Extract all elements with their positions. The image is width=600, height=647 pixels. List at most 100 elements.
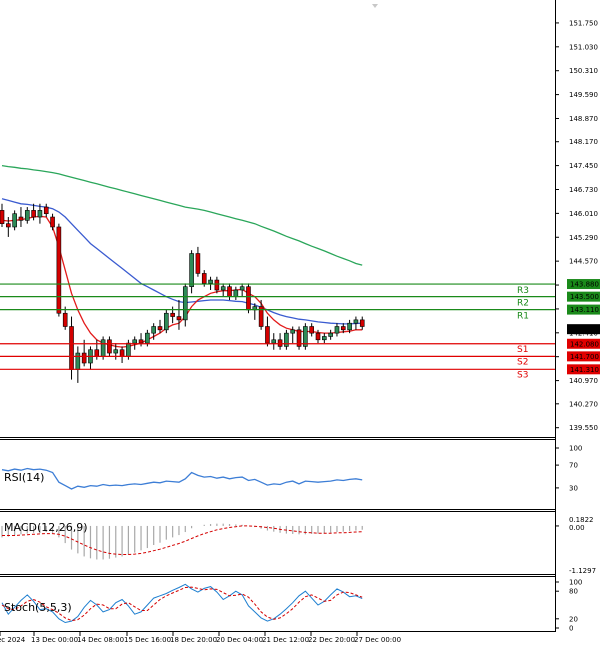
candle-body[interactable] (220, 286, 226, 291)
rsi-title: RSI(14) (4, 471, 44, 484)
candle-body[interactable] (12, 213, 17, 228)
candle-body[interactable] (113, 349, 119, 354)
price-panel[interactable]: 151.750 151.030 150.310 149.590 148.870 148.1… (0, 19, 600, 432)
candle-body[interactable] (138, 339, 144, 344)
price-tick-label: 145.290 (569, 234, 598, 242)
current-price-tag (567, 324, 600, 335)
price-tick-label: 146.730 (569, 186, 598, 194)
candle-body[interactable] (258, 306, 264, 327)
price-tick-label: 140.270 (569, 400, 598, 408)
candle-body[interactable] (322, 336, 327, 341)
level-label-s3: S3 (517, 370, 528, 380)
candle-body[interactable] (62, 312, 68, 327)
stoch-title: Stoch(5,5,3) (4, 601, 72, 614)
rsi-panel[interactable]: 100 70 30 RSI(14) (1, 445, 582, 493)
rsi-line (1, 467, 363, 490)
stoch-d-line (1, 586, 363, 622)
candle-body[interactable] (157, 326, 163, 331)
candle-body[interactable] (94, 349, 100, 357)
macd-signal-line (2, 525, 363, 555)
candle-body[interactable] (37, 210, 43, 218)
candle-body[interactable] (353, 319, 359, 324)
level-price-label: 143.110 (570, 306, 599, 314)
candle-body[interactable] (50, 216, 55, 228)
candle-body[interactable] (208, 279, 213, 284)
candle-body[interactable] (303, 326, 308, 347)
candle-body[interactable] (69, 326, 74, 370)
time-tick-label: 22 Dec 20:00 (308, 636, 355, 644)
level-price-tag (567, 279, 600, 290)
candle-body[interactable] (6, 223, 11, 228)
scroll-marker-icon[interactable] (372, 4, 378, 8)
candle-body[interactable] (290, 329, 296, 334)
candle-body[interactable] (201, 273, 207, 284)
candle-body[interactable] (164, 312, 169, 331)
candle-body[interactable] (126, 342, 131, 357)
level-label-r1: R1 (517, 312, 529, 322)
candle-body[interactable] (0, 210, 5, 224)
candle-body[interactable] (277, 339, 283, 347)
level-label-r2: R2 (517, 299, 529, 309)
level-price-tag (567, 338, 600, 349)
rsi-tick-label: 100 (569, 445, 582, 453)
time-tick-label: 21 Dec 12:00 (262, 636, 309, 644)
candle-body[interactable] (328, 332, 333, 337)
level-price-label: 141.700 (570, 353, 599, 361)
time-tick-label: 27 Dec 00:00 (354, 636, 401, 644)
stoch-tick-label: 80 (569, 588, 578, 596)
stoch-tick-label: 100 (569, 579, 582, 587)
price-tick-label: 140.970 (569, 377, 598, 385)
macd-title: MACD(12,26,9) (4, 521, 88, 534)
candle-body[interactable] (151, 326, 156, 334)
time-tick-label: 15 Dec 16:00 (124, 636, 171, 644)
level-price-tag (567, 364, 600, 375)
candle-body[interactable] (246, 286, 251, 311)
ema-fast-line (1, 215, 363, 348)
price-tick-label: 151.030 (569, 43, 598, 51)
rsi-tick-label: 70 (569, 462, 578, 470)
candle-body[interactable] (189, 253, 194, 287)
candle-body[interactable] (347, 322, 352, 331)
stoch-tick-label: 20 (569, 615, 578, 623)
level-price-label: 143.500 (570, 293, 599, 301)
candle-body[interactable] (170, 312, 175, 317)
candle-body[interactable] (24, 210, 30, 221)
candle-body[interactable] (119, 349, 125, 357)
candle-body[interactable] (359, 319, 365, 327)
price-tick-label: 147.450 (569, 162, 598, 170)
candle-body[interactable] (176, 316, 182, 321)
candle-body[interactable] (145, 332, 150, 344)
candle-body[interactable] (132, 339, 138, 344)
candle-body[interactable] (182, 286, 188, 321)
candle-body[interactable] (75, 352, 81, 370)
rsi-tick-label: 30 (569, 484, 578, 492)
candle-body[interactable] (296, 329, 302, 347)
candle-body[interactable] (271, 339, 277, 344)
ema-mid-line (1, 198, 363, 325)
candle-body[interactable] (265, 326, 270, 344)
candle-body[interactable] (56, 226, 62, 314)
candle-body[interactable] (334, 326, 340, 334)
candle-body[interactable] (18, 216, 24, 221)
candle-body[interactable] (340, 326, 346, 331)
candle-body[interactable] (31, 210, 36, 218)
candle-body[interactable] (284, 332, 289, 347)
candle-body[interactable] (309, 326, 314, 334)
candle-body[interactable] (233, 289, 239, 297)
time-tick-label: 13 Dec 00:00 (31, 636, 78, 644)
candle-body[interactable] (227, 286, 232, 297)
candle-body[interactable] (43, 206, 49, 215)
stoch-tick-label: 0 (569, 625, 573, 633)
candle-body[interactable] (81, 352, 87, 364)
candle-body[interactable] (195, 253, 201, 274)
candle-body[interactable] (315, 332, 321, 341)
candle-body[interactable] (107, 339, 112, 354)
candle-body[interactable] (214, 279, 220, 291)
level-label-s2: S2 (517, 357, 528, 367)
candle-body[interactable] (100, 339, 106, 357)
candle-body[interactable] (239, 286, 245, 291)
